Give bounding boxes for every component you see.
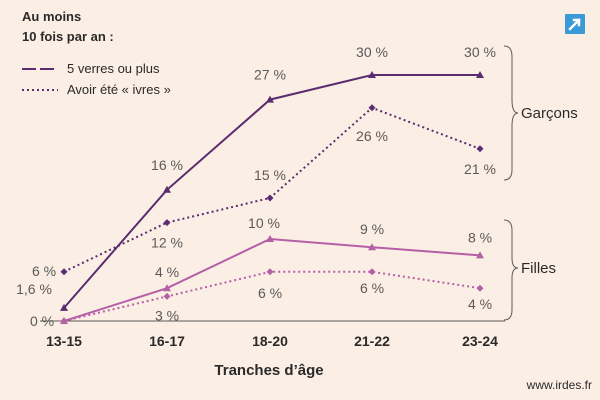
data-point-g5 (266, 95, 274, 103)
data-point-g5 (60, 303, 68, 311)
data-point-fi (163, 292, 171, 300)
data-label-gi: 15 % (254, 167, 286, 183)
data-point-f5 (266, 235, 274, 242)
data-label-fi: 6 % (258, 285, 282, 301)
x-tick-label: 23-24 (462, 333, 498, 349)
data-point-fi (476, 284, 484, 292)
external-link-arrow-icon[interactable] (565, 14, 585, 34)
data-label-f5: 4 % (155, 264, 179, 280)
data-label-g5: 30 % (356, 44, 388, 60)
data-point-gi (476, 145, 484, 153)
x-ticks: 13-15 16-17 18-20 21-22 23-24 (46, 333, 498, 349)
brace-filles (503, 219, 519, 321)
data-label-g5: 27 % (254, 67, 286, 83)
data-label-f5: 8 % (468, 229, 492, 245)
legend-entry-drunk: Avoir été « ivres » (67, 82, 171, 97)
data-point-fi (60, 317, 68, 325)
data-point-g5 (476, 71, 484, 78)
x-tick-label: 13-15 (46, 333, 82, 349)
data-point-gi (163, 219, 171, 227)
data-label-gi: 12 % (151, 235, 183, 251)
data-label-fi: 4 % (468, 296, 492, 312)
x-axis-title: Tranches d’âge (214, 362, 323, 379)
group-label-garcons: Garçons (521, 105, 578, 122)
data-point-f5 (368, 243, 376, 251)
x-tick-label: 21-22 (354, 333, 390, 349)
legend-title-line1: Au moins (22, 9, 81, 24)
source-credit[interactable]: www.irdes.fr (526, 378, 592, 392)
data-label-gi: 21 % (464, 161, 496, 177)
data-point-fi (368, 268, 376, 276)
x-tick-label: 18-20 (252, 333, 288, 349)
series-line-f5 (63, 237, 481, 322)
series-line-gi (63, 106, 481, 273)
data-label-g5: 16 % (151, 157, 183, 173)
data-point-f5 (163, 284, 171, 292)
data-label-g5: 30 % (464, 44, 496, 60)
data-labels: 1,6 % 16 % 27 % 30 % 30 % 6 % 12 % 15 % 26 % 21 %… (16, 44, 496, 329)
data-point-gi (368, 104, 376, 112)
data-label-f5: 10 % (248, 215, 280, 231)
brace-garcons (503, 45, 519, 181)
data-point-g5 (368, 71, 376, 78)
x-tick-label: 16-17 (149, 333, 185, 349)
legend-entry-binge: 5 verres ou plus (67, 61, 160, 76)
data-label-f5: 9 % (360, 221, 384, 237)
data-point-g5 (163, 185, 171, 193)
data-label-fi: 3 % (155, 307, 179, 323)
data-label-fi: 6 % (360, 280, 384, 296)
group-label-filles: Filles (521, 260, 556, 277)
legend: Au moins 10 fois par an : 5 verres ou pl… (22, 9, 171, 97)
data-point-f5 (476, 251, 484, 259)
legend-title-line2: 10 fois par an : (22, 29, 114, 44)
data-point-gi (266, 194, 274, 202)
data-label-gi: 26 % (356, 128, 388, 144)
series-layer (60, 71, 484, 325)
data-point-gi (60, 268, 68, 276)
data-label-f5: 0 % (30, 313, 54, 329)
data-point-fi (266, 268, 274, 276)
data-label-g5: 1,6 % (16, 281, 52, 297)
data-label-gi: 6 % (32, 263, 56, 279)
